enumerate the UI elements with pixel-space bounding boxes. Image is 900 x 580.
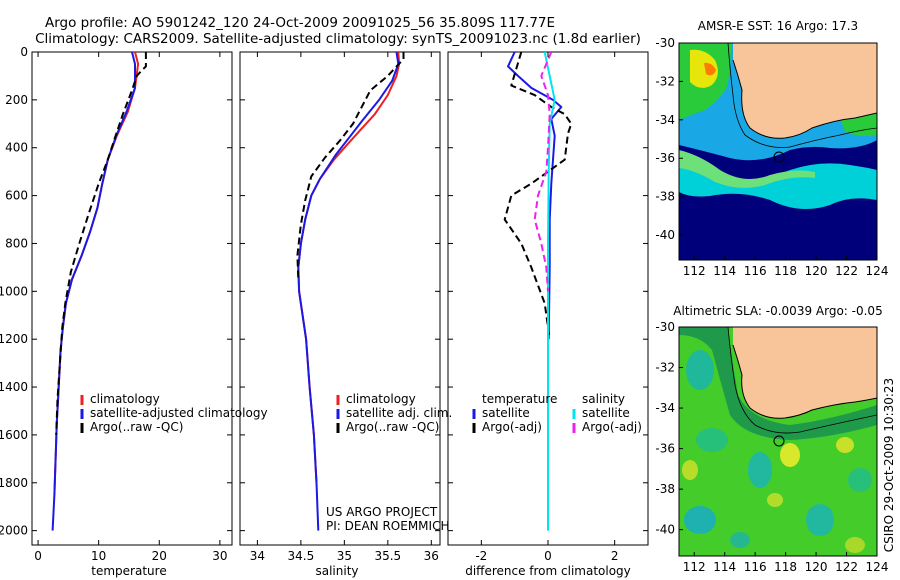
sst-map-title: AMSR-E SST: 16 Argo: 17.3 (698, 19, 858, 33)
sst-map: AMSR-E SST: 16 Argo: 17.3 112 114 116 118 12… (655, 19, 888, 278)
sla-field (679, 327, 877, 556)
sla-ytick-2: -34 (655, 401, 675, 415)
sla-xtick-1: 114 (713, 560, 736, 574)
sla-ytick-3: -36 (655, 442, 675, 456)
difference-legend-temp-argo: Argo(-adj) (482, 420, 542, 434)
sla-xtick-6: 124 (866, 560, 889, 574)
sla-map: Altimetric SLA: -0.0039 Argo: -0.05 112 1… (655, 304, 888, 574)
sst-xtick-0: 112 (683, 264, 706, 278)
sst-ytick-5: -40 (655, 228, 675, 242)
depth-tick-10: 2000 (0, 524, 28, 538)
salinity-series-1 (297, 52, 400, 531)
temperature-xtick-3: 30 (212, 549, 227, 563)
sla-ytick-1: -32 (655, 361, 675, 375)
depth-tick-2: 400 (5, 141, 28, 155)
sst-xtick-1: 114 (713, 264, 736, 278)
sst-xtick-4: 120 (805, 264, 828, 278)
temperature-legend: climatology satellite-adjusted climatolo… (80, 392, 268, 434)
temperature-legend-satellite: satellite-adjusted climatology (90, 406, 268, 420)
sla-float-marker (773, 435, 785, 447)
salinity-xtick-2: 35 (337, 549, 352, 563)
project-annotation-line2: PI: DEAN ROEMMICH (326, 519, 449, 533)
sst-xtick-2: 116 (744, 264, 767, 278)
sst-ytick-0: -30 (655, 36, 675, 50)
sla-xtick-2: 116 (744, 560, 767, 574)
sla-ytick-5: -40 (655, 523, 675, 537)
sst-float-marker (773, 151, 785, 163)
sla-xtick-5: 122 (835, 560, 858, 574)
depth-tick-3: 600 (5, 189, 28, 203)
sst-xtick-6: 124 (866, 264, 889, 278)
depth-tick-7: 1400 (0, 380, 28, 394)
sst-ytick-3: -36 (655, 151, 675, 165)
difference-legend-sal-satellite: satellite (582, 406, 630, 420)
salinity-xlabel: salinity (315, 564, 358, 578)
depth-tick-6: 1200 (0, 332, 28, 346)
sst-xtick-3: 118 (774, 264, 797, 278)
sla-ytick-4: -38 (655, 482, 675, 496)
sla-xtick-0: 112 (683, 560, 706, 574)
salinity-panel-frame (239, 51, 441, 546)
depth-tick-4: 800 (5, 236, 28, 250)
sla-xtick-3: 118 (774, 560, 797, 574)
sla-map-title: Altimetric SLA: -0.0039 Argo: -0.05 (673, 304, 882, 318)
temperature-xtick-1: 10 (91, 549, 106, 563)
difference-panel: -2 0 2 difference from climatology tempera… (447, 51, 649, 578)
temperature-xtick-0: 0 (34, 549, 42, 563)
salinity-legend-satellite: satellite adj. clim. (346, 406, 452, 420)
difference-series-1 (503, 52, 573, 340)
salinity-legend-climatology: climatology (346, 392, 416, 406)
salinity-legend: climatology satellite adj. clim. Argo(..… (336, 392, 452, 434)
difference-legend-salinity-header: salinity (582, 392, 625, 406)
sst-xtick-5: 122 (835, 264, 858, 278)
salinity-legend-argo: Argo(..raw -QC) (346, 420, 439, 434)
figure-title-line1: Argo profile: AO 5901242_120 24-Oct-2009… (45, 15, 555, 31)
depth-axis: 0 200 400 600 800 1000 1200 1400 1600 1800 2000 (0, 45, 28, 538)
depth-tick-8: 1600 (0, 428, 28, 442)
depth-tick-9: 1800 (0, 476, 28, 490)
depth-tick-5: 1000 (0, 284, 28, 298)
temperature-legend-argo: Argo(..raw -QC) (90, 420, 183, 434)
sla-xtick-4: 120 (805, 560, 828, 574)
difference-xlabel: difference from climatology (465, 564, 631, 578)
temperature-legend-climatology: climatology (90, 392, 160, 406)
temperature-panel-frame (31, 51, 233, 546)
salinity-panel: 34 34.5 35 35.5 36 salinity climatology sate… (239, 51, 452, 578)
difference-series-2 (543, 52, 556, 531)
temperature-xtick-2: 20 (152, 549, 167, 563)
sst-ytick-1: -32 (655, 74, 675, 88)
temperature-series-2 (55, 52, 147, 435)
salinity-xtick-1: 34.5 (288, 549, 315, 563)
salinity-xtick-3: 35.5 (374, 549, 401, 563)
project-annotation-line1: US ARGO PROJECT (326, 505, 438, 519)
depth-tick-0: 0 (20, 45, 28, 59)
difference-legend-sal-argo: Argo(-adj) (582, 420, 642, 434)
difference-xtick-1: 0 (544, 549, 552, 563)
sla-ytick-0: -30 (655, 320, 675, 334)
temperature-panel: 0 10 20 30 temperature climatology satellit… (31, 51, 268, 578)
temperature-xlabel: temperature (91, 564, 166, 578)
depth-tick-1: 200 (5, 93, 28, 107)
credit-text: CSIRO 29-Oct-2009 10:30:23 (882, 378, 896, 552)
difference-xtick-2: 2 (611, 549, 619, 563)
difference-series-3 (533, 52, 553, 292)
salinity-xtick-4: 36 (424, 549, 439, 563)
difference-legend: temperature salinity satellite Argo(-adj… (472, 392, 642, 434)
difference-xtick-0: -2 (475, 549, 487, 563)
figure-title-line2: Climatology: CARS2009. Satellite-adjuste… (35, 31, 641, 47)
sst-ytick-2: -34 (655, 113, 675, 127)
salinity-series-2 (296, 52, 405, 280)
salinity-xtick-0: 34 (250, 549, 265, 563)
difference-legend-temp-satellite: satellite (482, 406, 530, 420)
difference-legend-temperature-header: temperature (482, 392, 557, 406)
sst-ytick-4: -38 (655, 190, 675, 204)
sst-field (679, 43, 877, 260)
